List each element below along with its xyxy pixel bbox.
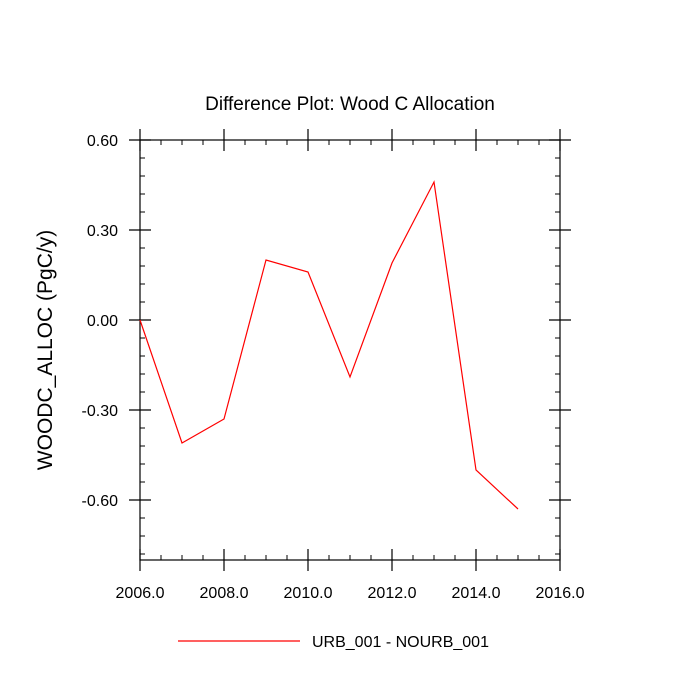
x-tick-label: 2012.0 — [368, 585, 417, 602]
y-tick-label: 0.00 — [87, 313, 118, 330]
plot-frame — [139, 139, 561, 561]
y-tick-label: 0.30 — [87, 223, 118, 240]
x-tick-label: 2010.0 — [284, 585, 333, 602]
y-axis-label: WOODC_ALLOC (PgC/y) — [34, 230, 57, 470]
x-tick-label: 2006.0 — [116, 585, 165, 602]
series-line — [139, 180, 519, 510]
series-layer — [139, 180, 519, 510]
x-tick-label: 2008.0 — [200, 585, 249, 602]
y-axis-ticks: 0.60 0.30 0.00 -0.30 -0.60 — [82, 133, 571, 555]
x-axis-ticks: 2006.0 2008.0 2010.0 2012.0 2014.0 2016.0 — [116, 129, 585, 602]
chart-title: Difference Plot: Wood C Allocation — [205, 94, 495, 115]
y-tick-label: 0.60 — [87, 133, 118, 150]
y-tick-label: -0.60 — [82, 493, 119, 510]
legend-label: URB_001 - NOURB_001 — [312, 634, 489, 651]
legend: URB_001 - NOURB_001 — [178, 634, 489, 651]
x-tick-label: 2016.0 — [536, 585, 585, 602]
y-tick-label: -0.30 — [82, 403, 119, 420]
x-tick-label: 2014.0 — [452, 585, 501, 602]
